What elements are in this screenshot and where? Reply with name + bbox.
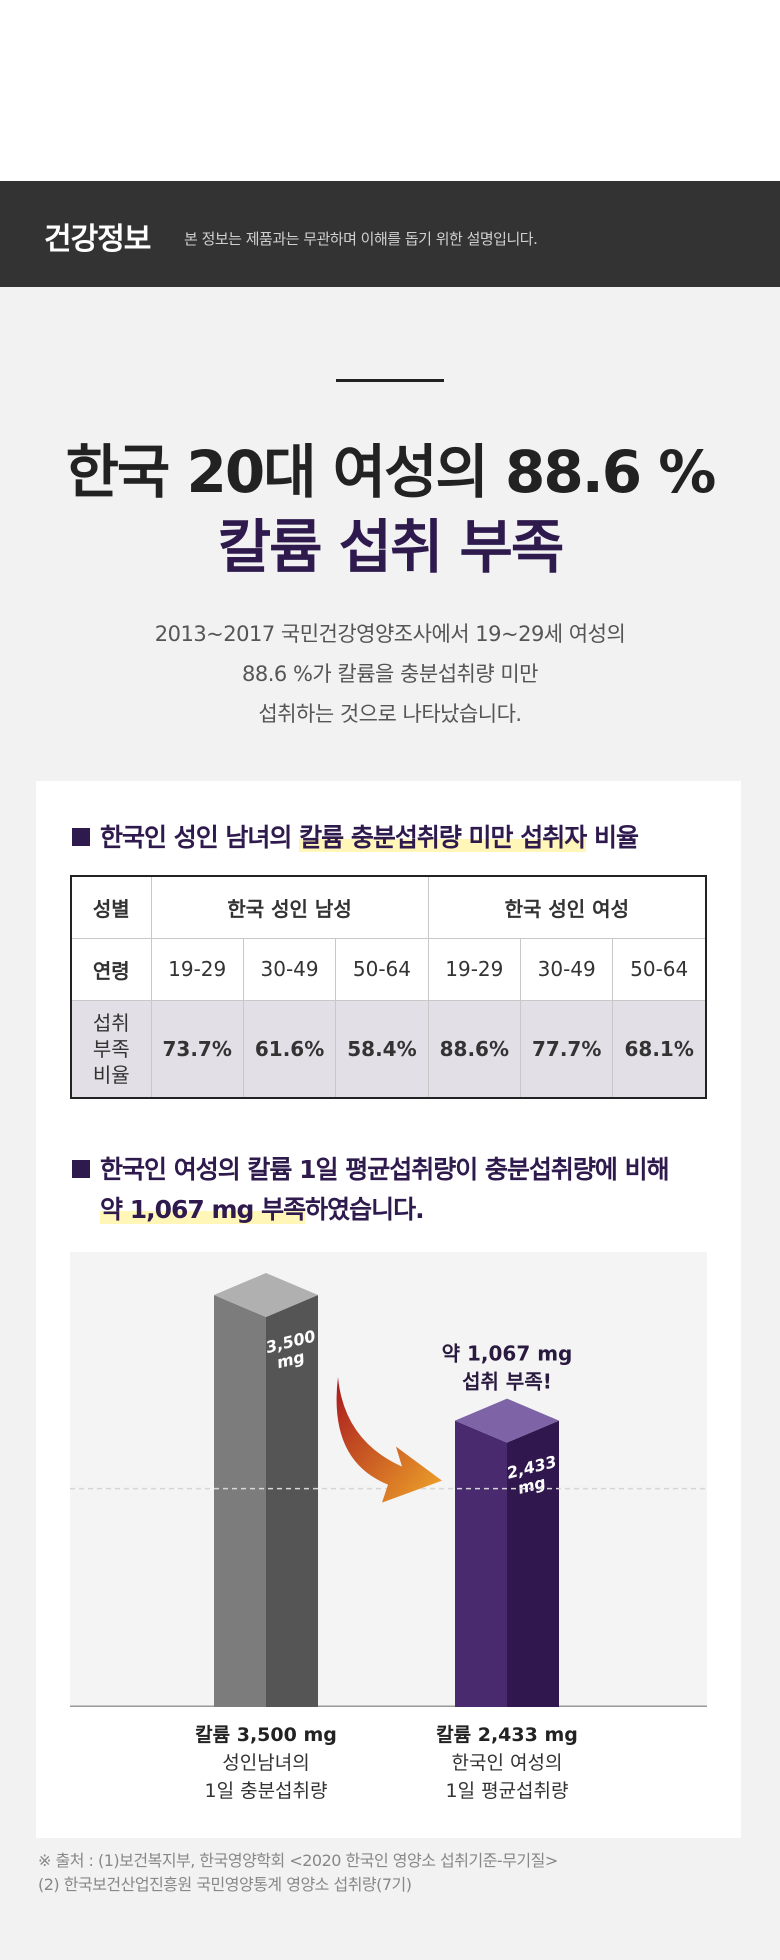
bar-label-recommended: 칼륨 3,500 mg 성인남녀의 1일 충분섭취량 [166,1721,366,1805]
bar-top-face [214,1273,318,1317]
table-title-prefix: 한국인 성인 남녀의 [100,823,300,852]
rate-cell: 77.7% [519,999,614,1099]
header-subtitle: 본 정보는 제품과는 무관하며 이해를 돕기 위한 설명입니다. [184,230,538,248]
rate-cell: 73.7% [150,999,244,1099]
chart-title-line2: 약 1,067 mg 부족하였습니다. [72,1190,669,1230]
bar-top-face [455,1398,559,1443]
rate-label-line: 비율 [92,1062,130,1087]
source-line: ※ 출처 : (1)보건복지부, 한국영양학회 <2020 한국인 영양소 섭취… [38,1851,558,1870]
rate-label-line: 섭취 [92,1010,130,1035]
age-cell: 30-49 [519,937,614,1001]
age-cell: 30-49 [242,937,337,1001]
chart-title-text: 한국인 여성의 칼륨 1일 평균섭취량이 충분섭취량에 비해 [100,1155,670,1184]
rate-cell: 58.4% [335,999,429,1099]
headline-line2: 칼륨 섭취 부족 [217,513,565,581]
intro-line: 섭취하는 것으로 나타났습니다. [258,702,522,726]
chart-title-line1: 한국인 여성의 칼륨 1일 평균섭취량이 충분섭취량에 비해 [72,1150,670,1190]
age-cell: 19-29 [427,937,522,1001]
bar-title: 칼륨 2,433 mg [436,1724,578,1746]
intro-line: 2013~2017 국민건강영양조사에서 19~29세 여성의 [154,622,626,646]
table-row-rate: 섭취 부족 비율 73.7% 61.6% 58.4% 88.6% 77.7% 6… [70,999,707,1099]
chart-title-highlight: 약 1,067 mg 부족 [100,1195,306,1224]
chart-title-suffix: 하였습니다. [305,1195,424,1224]
chart-section-title: 한국인 여성의 칼륨 1일 평균섭취량이 충분섭취량에 비해 약 1,067 m… [72,1150,670,1230]
bar-side-face [507,1420,559,1707]
bar-label-average: 칼륨 2,433 mg 한국인 여성의 1일 평균섭취량 [407,1721,607,1805]
rate-cell: 88.6% [427,999,522,1099]
age-cell: 19-29 [150,937,244,1001]
bar-sub-line: 1일 평균섭취량 [445,1780,569,1802]
bar-sub-line: 1일 충분섭취량 [204,1780,328,1802]
content-card: 한국인 성인 남녀의 칼륨 충분섭취량 미만 섭취자 비율 성별 한국 성인 남… [36,781,741,1838]
intake-chart: 3,500 mg 2,433 mg 약 1,067 mg 섭취 부족! 칼륨 3,500 … [70,1252,707,1802]
age-cell: 50-64 [612,937,707,1001]
header-female: 한국 성인 여성 [427,875,707,939]
headline-line1: 한국 20대 여성의 88.6 % [65,438,717,506]
header-title: 건강정보 [44,222,151,257]
intro-line: 88.6 %가 칼륨을 충분섭취량 미만 [242,662,538,686]
bar-front-face [455,1420,507,1707]
bar-front-face [214,1295,266,1707]
rate-cell: 68.1% [612,999,707,1099]
table-section-title: 한국인 성인 남녀의 칼륨 충분섭취량 미만 섭취자 비율 [72,818,639,858]
square-bullet-icon [72,828,90,846]
header-male: 한국 성인 남성 [150,875,429,939]
title-divider [336,379,444,382]
intro-text: 2013~2017 국민건강영양조사에서 19~29세 여성의 88.6 %가 … [0,614,780,734]
info-header: 건강정보 본 정보는 제품과는 무관하며 이해를 돕기 위한 설명입니다. [0,181,780,287]
deficiency-ratio-table: 성별 한국 성인 남성 한국 성인 여성 연령 19-29 30-49 50-6… [70,875,707,1099]
row-label-gender: 성별 [70,875,152,939]
bar-title: 칼륨 3,500 mg [195,1724,337,1746]
top-blank-area [0,0,780,181]
source-note: ※ 출처 : (1)보건복지부, 한국영양학회 <2020 한국인 영양소 섭취… [38,1849,558,1897]
row-label-rate: 섭취 부족 비율 [70,999,152,1099]
bar-sub-line: 성인남녀의 [222,1752,310,1774]
table-title-suffix: 비율 [586,823,639,852]
row-label-age: 연령 [70,937,152,1001]
table-title-highlight: 칼륨 충분섭취량 미만 섭취자 [299,823,587,852]
deficit-arrow [336,1377,442,1503]
rate-label-line: 부족 [92,1036,130,1061]
bar-side-face [266,1295,318,1707]
bar-sub-line: 한국인 여성의 [451,1752,563,1774]
source-line: (2) 한국보건산업진흥원 국민영양통계 영양소 섭취량(7기) [38,1875,412,1894]
square-bullet-icon [72,1160,90,1178]
deficit-label-line1: 약 1,067 mg [442,1342,573,1366]
table-row-age: 연령 19-29 30-49 50-64 19-29 30-49 50-64 [70,937,707,1001]
rate-cell: 61.6% [242,999,337,1099]
table-row-gender: 성별 한국 성인 남성 한국 성인 여성 [70,875,707,939]
deficit-label-line2: 섭취 부족! [462,1370,552,1394]
age-cell: 50-64 [335,937,429,1001]
